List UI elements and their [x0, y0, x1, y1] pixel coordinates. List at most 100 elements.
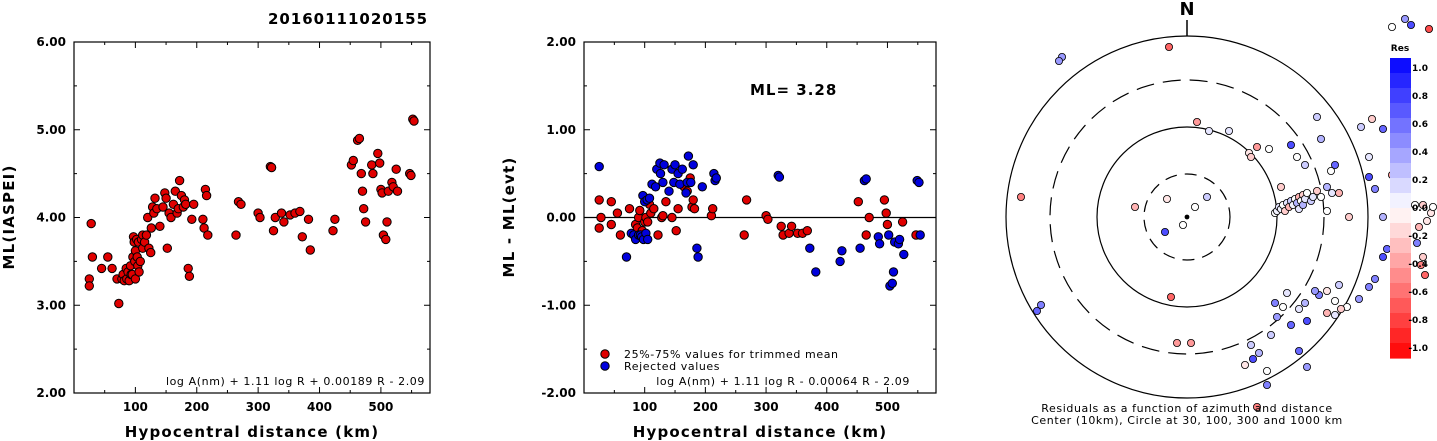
- data-point: [114, 298, 124, 309]
- residual-point: [1255, 348, 1264, 357]
- data-point: [683, 151, 694, 161]
- x-tick-label: 300: [246, 400, 271, 414]
- data-point: [356, 168, 366, 179]
- colorbar-tick-label: -0.8: [1408, 316, 1428, 326]
- residual-point: [1055, 57, 1064, 66]
- residual-point: [1429, 203, 1437, 211]
- colorbar-swatch: [1390, 238, 1411, 254]
- colorbar-swatch: [1390, 253, 1411, 269]
- data-point: [861, 174, 871, 184]
- data-point: [270, 212, 280, 223]
- data-point: [643, 234, 653, 245]
- data-point: [658, 177, 668, 188]
- data-point: [594, 161, 604, 172]
- residual-point: [1295, 304, 1304, 313]
- data-point: [655, 168, 666, 179]
- data-point: [295, 206, 305, 217]
- data-point: [667, 212, 677, 223]
- colorbar-tick-label: 0.6: [1412, 120, 1428, 130]
- colorbar-swatch: [1390, 193, 1411, 209]
- residual-point: [1331, 310, 1340, 319]
- data-point: [741, 195, 752, 205]
- data-point: [615, 230, 626, 240]
- x-axis-label: Hypocentral distance (km): [633, 423, 888, 441]
- residual-point: [1179, 220, 1188, 229]
- data-point: [887, 278, 897, 288]
- data-point: [373, 148, 383, 159]
- residual-point: [1301, 160, 1310, 169]
- data-point: [354, 133, 365, 144]
- colorbar-swatch: [1390, 103, 1411, 119]
- data-point: [894, 234, 905, 245]
- data-point: [659, 160, 669, 170]
- data-point: [150, 193, 160, 203]
- data-point: [375, 158, 385, 168]
- residual-point: [1131, 202, 1140, 211]
- colorbar: 1.0 0.8 0.6 0.4 0.2 0.0 -0.2 -0.4 -0.6 -0.8 -1.0: [1390, 58, 1428, 359]
- data-point: [596, 212, 606, 223]
- residual-point: [1017, 192, 1026, 201]
- data-point: [357, 186, 368, 196]
- colorbar-swatch: [1390, 58, 1411, 74]
- residual-point: [1173, 338, 1182, 347]
- residual-point: [1163, 194, 1172, 203]
- legend-label-rejected: Rejected values: [624, 360, 720, 373]
- residual-point: [1205, 127, 1214, 136]
- residual-point: [1037, 300, 1046, 309]
- residual-point: [1335, 188, 1344, 197]
- data-point: [688, 160, 698, 170]
- residual-point: [1417, 260, 1426, 269]
- colorbar-swatch: [1390, 133, 1411, 149]
- colorbar-tick-label: -0.2: [1408, 232, 1428, 242]
- residual-point: [1379, 212, 1388, 221]
- residual-point: [1411, 200, 1420, 209]
- residual-point: [1365, 282, 1374, 291]
- data-point: [612, 208, 623, 218]
- colorbar-swatch: [1390, 313, 1411, 329]
- y-tick-label: 0.00: [546, 211, 576, 225]
- legend-marker-rejected: [600, 361, 610, 371]
- legend-label-trimmed: 25%-75% values for trimmed mean: [624, 348, 839, 361]
- residual-point: [1323, 182, 1332, 191]
- residual-point: [1193, 118, 1202, 127]
- y-tick-label: -2.00: [541, 386, 576, 400]
- ring-100km: [1096, 126, 1278, 308]
- residual-point: [1388, 22, 1397, 31]
- residual-point: [1271, 298, 1280, 307]
- x-tick-label: 100: [123, 400, 148, 414]
- data-point: [739, 230, 749, 240]
- colorbar-swatch: [1390, 148, 1411, 164]
- data-point: [774, 172, 785, 182]
- residual-point: [1273, 312, 1282, 321]
- colorbar-swatch: [1390, 118, 1411, 134]
- residual-point: [1301, 298, 1310, 307]
- residual-point: [1203, 192, 1212, 201]
- residual-point: [1303, 362, 1312, 371]
- data-point: [255, 212, 265, 223]
- data-point: [594, 223, 604, 233]
- x-tick-label: 100: [632, 400, 657, 414]
- data-point: [915, 230, 925, 240]
- y-tick-label: 2.00: [546, 35, 576, 49]
- residual-point: [1313, 113, 1322, 122]
- colorbar-tick-label: 0.8: [1412, 92, 1428, 102]
- y-tick-label: 6.00: [36, 35, 66, 49]
- x-tick-label: 200: [184, 400, 209, 414]
- data-point: [653, 230, 663, 240]
- data-point: [914, 177, 924, 188]
- data-point: [643, 217, 653, 227]
- colorbar-tick-label: -0.6: [1408, 288, 1428, 298]
- colorbar-label: Res: [1391, 44, 1409, 54]
- data-points: [84, 114, 419, 309]
- residual-point: [1287, 140, 1296, 149]
- residual-point: [1379, 252, 1388, 261]
- data-point: [899, 249, 909, 260]
- colorbar-swatch: [1390, 163, 1411, 179]
- residual-point: [1187, 338, 1196, 347]
- residual-point: [1303, 188, 1312, 197]
- data-point: [786, 221, 797, 232]
- residual-point: [1371, 184, 1380, 193]
- colorbar-swatch: [1390, 88, 1411, 104]
- residual-point: [1345, 212, 1354, 221]
- residual-point: [1247, 340, 1256, 349]
